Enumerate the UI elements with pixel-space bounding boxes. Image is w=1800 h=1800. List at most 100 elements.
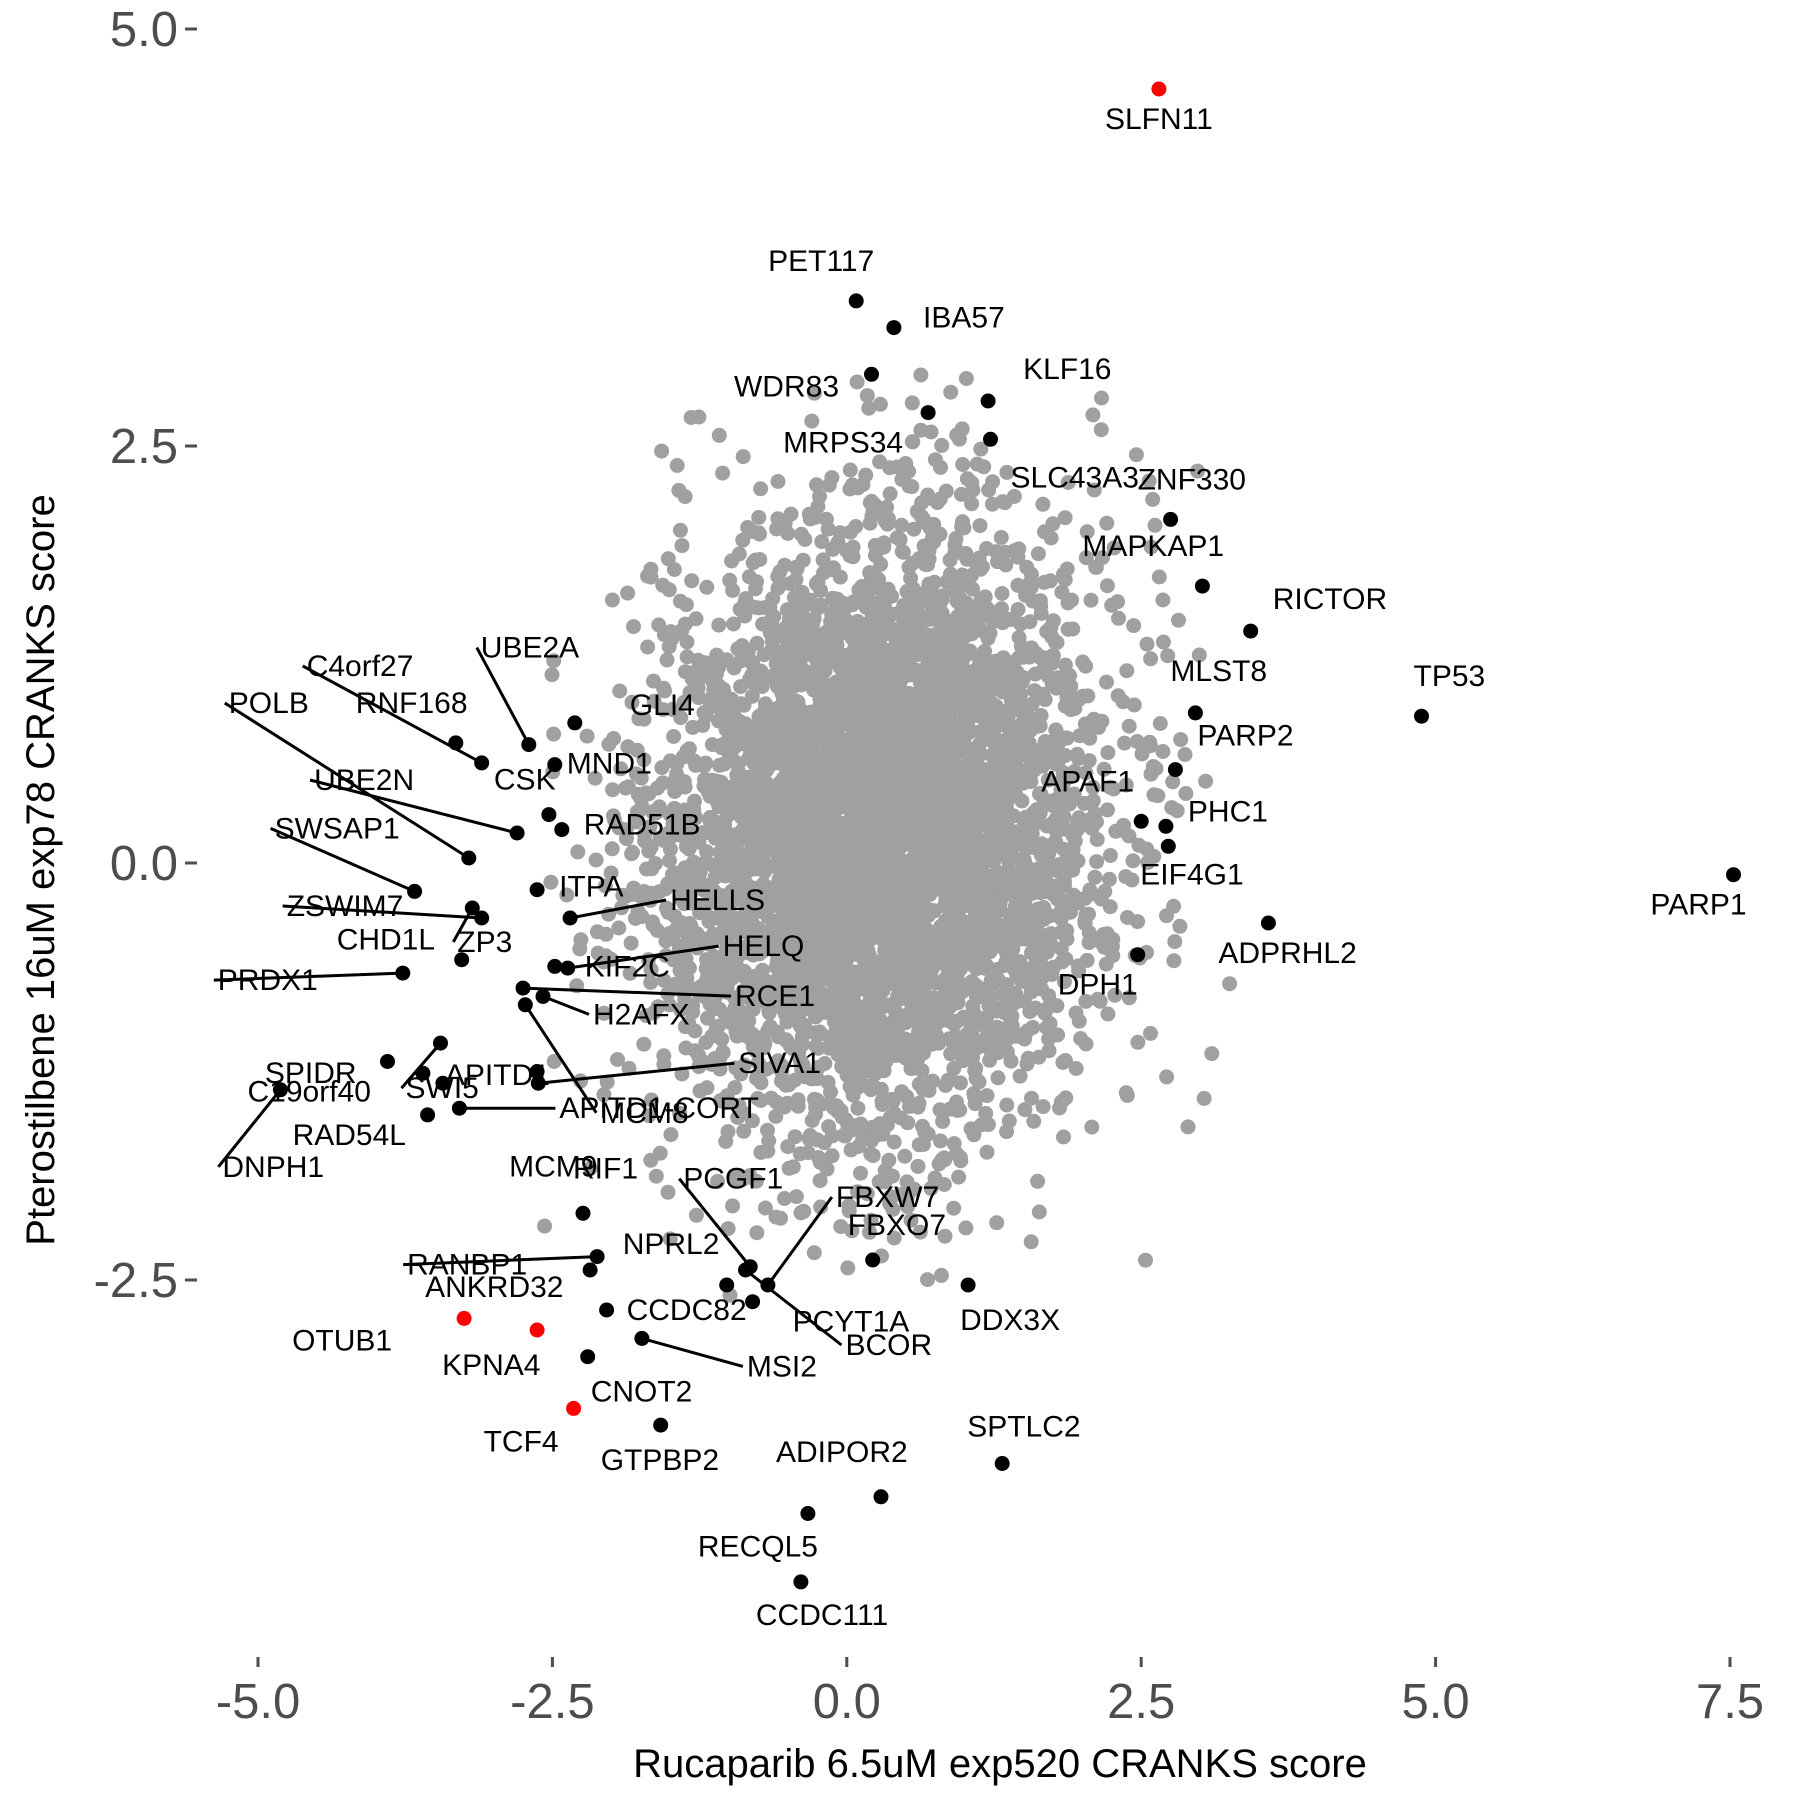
background-point bbox=[719, 946, 734, 962]
background-point bbox=[904, 434, 920, 450]
background-point bbox=[952, 1102, 968, 1118]
background-point bbox=[881, 1152, 897, 1168]
background-point bbox=[930, 800, 946, 816]
background-point bbox=[643, 974, 659, 990]
background-point bbox=[686, 825, 702, 841]
background-point bbox=[937, 774, 953, 790]
background-point bbox=[1087, 869, 1103, 885]
background-point bbox=[935, 588, 951, 604]
background-point bbox=[695, 880, 711, 896]
background-point bbox=[1048, 861, 1064, 877]
background-point bbox=[1155, 592, 1171, 608]
background-point bbox=[1131, 837, 1147, 853]
background-point bbox=[636, 752, 652, 768]
background-point bbox=[955, 457, 971, 472]
background-point bbox=[859, 693, 875, 709]
background-point bbox=[1032, 593, 1048, 609]
background-point bbox=[809, 723, 825, 739]
background-point bbox=[643, 962, 659, 978]
background-point bbox=[842, 524, 858, 540]
background-point bbox=[929, 495, 945, 510]
background-point bbox=[783, 784, 799, 800]
background-point bbox=[1088, 931, 1104, 947]
background-point bbox=[589, 924, 605, 940]
background-point bbox=[753, 1075, 769, 1091]
background-point bbox=[740, 1029, 756, 1045]
background-point bbox=[822, 621, 838, 637]
background-point bbox=[1100, 745, 1116, 761]
background-point bbox=[1198, 773, 1214, 789]
background-point bbox=[612, 683, 628, 699]
background-point bbox=[546, 726, 562, 742]
background-point bbox=[1088, 559, 1104, 575]
background-point bbox=[774, 796, 790, 812]
background-point bbox=[688, 611, 704, 627]
background-point bbox=[808, 576, 824, 592]
background-point bbox=[782, 735, 798, 751]
background-point bbox=[659, 652, 675, 668]
background-point bbox=[1035, 496, 1051, 512]
background-point bbox=[834, 1007, 850, 1023]
background-point bbox=[1082, 730, 1098, 746]
background-point bbox=[1045, 613, 1061, 629]
background-point bbox=[892, 910, 908, 926]
background-point bbox=[759, 986, 775, 1002]
background-point bbox=[1100, 802, 1115, 818]
background-point bbox=[845, 1085, 861, 1101]
background-point bbox=[606, 731, 622, 746]
background-point bbox=[793, 991, 809, 1007]
background-point bbox=[781, 611, 797, 627]
background-point bbox=[989, 962, 1005, 977]
background-point bbox=[706, 982, 722, 998]
background-point bbox=[787, 693, 803, 709]
background-point bbox=[730, 948, 746, 964]
background-point bbox=[830, 1019, 846, 1035]
background-point bbox=[849, 374, 865, 390]
background-point bbox=[989, 1215, 1005, 1231]
background-point bbox=[1146, 848, 1162, 864]
background-point bbox=[959, 471, 975, 487]
background-point bbox=[911, 1036, 927, 1052]
background-point bbox=[733, 857, 749, 873]
background-point bbox=[846, 708, 862, 724]
background-point bbox=[995, 494, 1011, 510]
background-point bbox=[816, 565, 831, 581]
background-point bbox=[850, 1184, 865, 1200]
background-point bbox=[1027, 683, 1042, 699]
background-point bbox=[934, 923, 950, 939]
background-point bbox=[1055, 566, 1071, 582]
background-point bbox=[877, 724, 892, 740]
background-point bbox=[837, 1128, 853, 1144]
background-point bbox=[907, 728, 923, 744]
background-point bbox=[741, 751, 757, 767]
background-point bbox=[1143, 651, 1159, 667]
background-point bbox=[907, 912, 923, 927]
leader-line bbox=[678, 1177, 752, 1268]
background-point bbox=[781, 626, 797, 641]
background-point bbox=[648, 1168, 664, 1184]
background-point bbox=[727, 1080, 743, 1096]
background-point bbox=[914, 495, 930, 511]
background-point bbox=[812, 1024, 828, 1040]
background-point bbox=[824, 1148, 840, 1164]
background-point bbox=[723, 795, 739, 811]
background-point bbox=[1035, 1099, 1051, 1115]
background-point bbox=[656, 1048, 672, 1064]
background-point bbox=[923, 752, 939, 768]
background-point bbox=[956, 1009, 972, 1025]
background-point bbox=[729, 876, 745, 892]
background-point bbox=[605, 808, 621, 824]
background-point bbox=[752, 552, 768, 567]
background-point bbox=[776, 846, 792, 862]
background-point bbox=[1121, 718, 1137, 734]
background-point bbox=[1029, 718, 1045, 734]
background-point bbox=[685, 719, 701, 735]
background-point bbox=[694, 978, 709, 994]
background-point bbox=[624, 694, 640, 710]
background-point bbox=[1096, 761, 1112, 777]
background-point bbox=[768, 1108, 784, 1124]
background-point bbox=[579, 728, 595, 744]
background-point bbox=[666, 729, 682, 744]
background-point bbox=[1057, 657, 1073, 673]
background-point bbox=[1145, 759, 1161, 774]
